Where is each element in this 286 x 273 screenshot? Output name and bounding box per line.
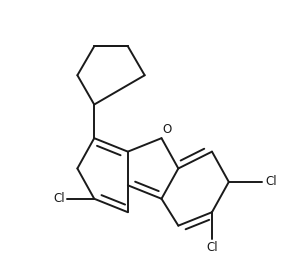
Text: O: O	[162, 123, 171, 136]
Text: Cl: Cl	[53, 192, 65, 205]
Text: Cl: Cl	[265, 176, 277, 188]
Text: Cl: Cl	[206, 241, 218, 254]
